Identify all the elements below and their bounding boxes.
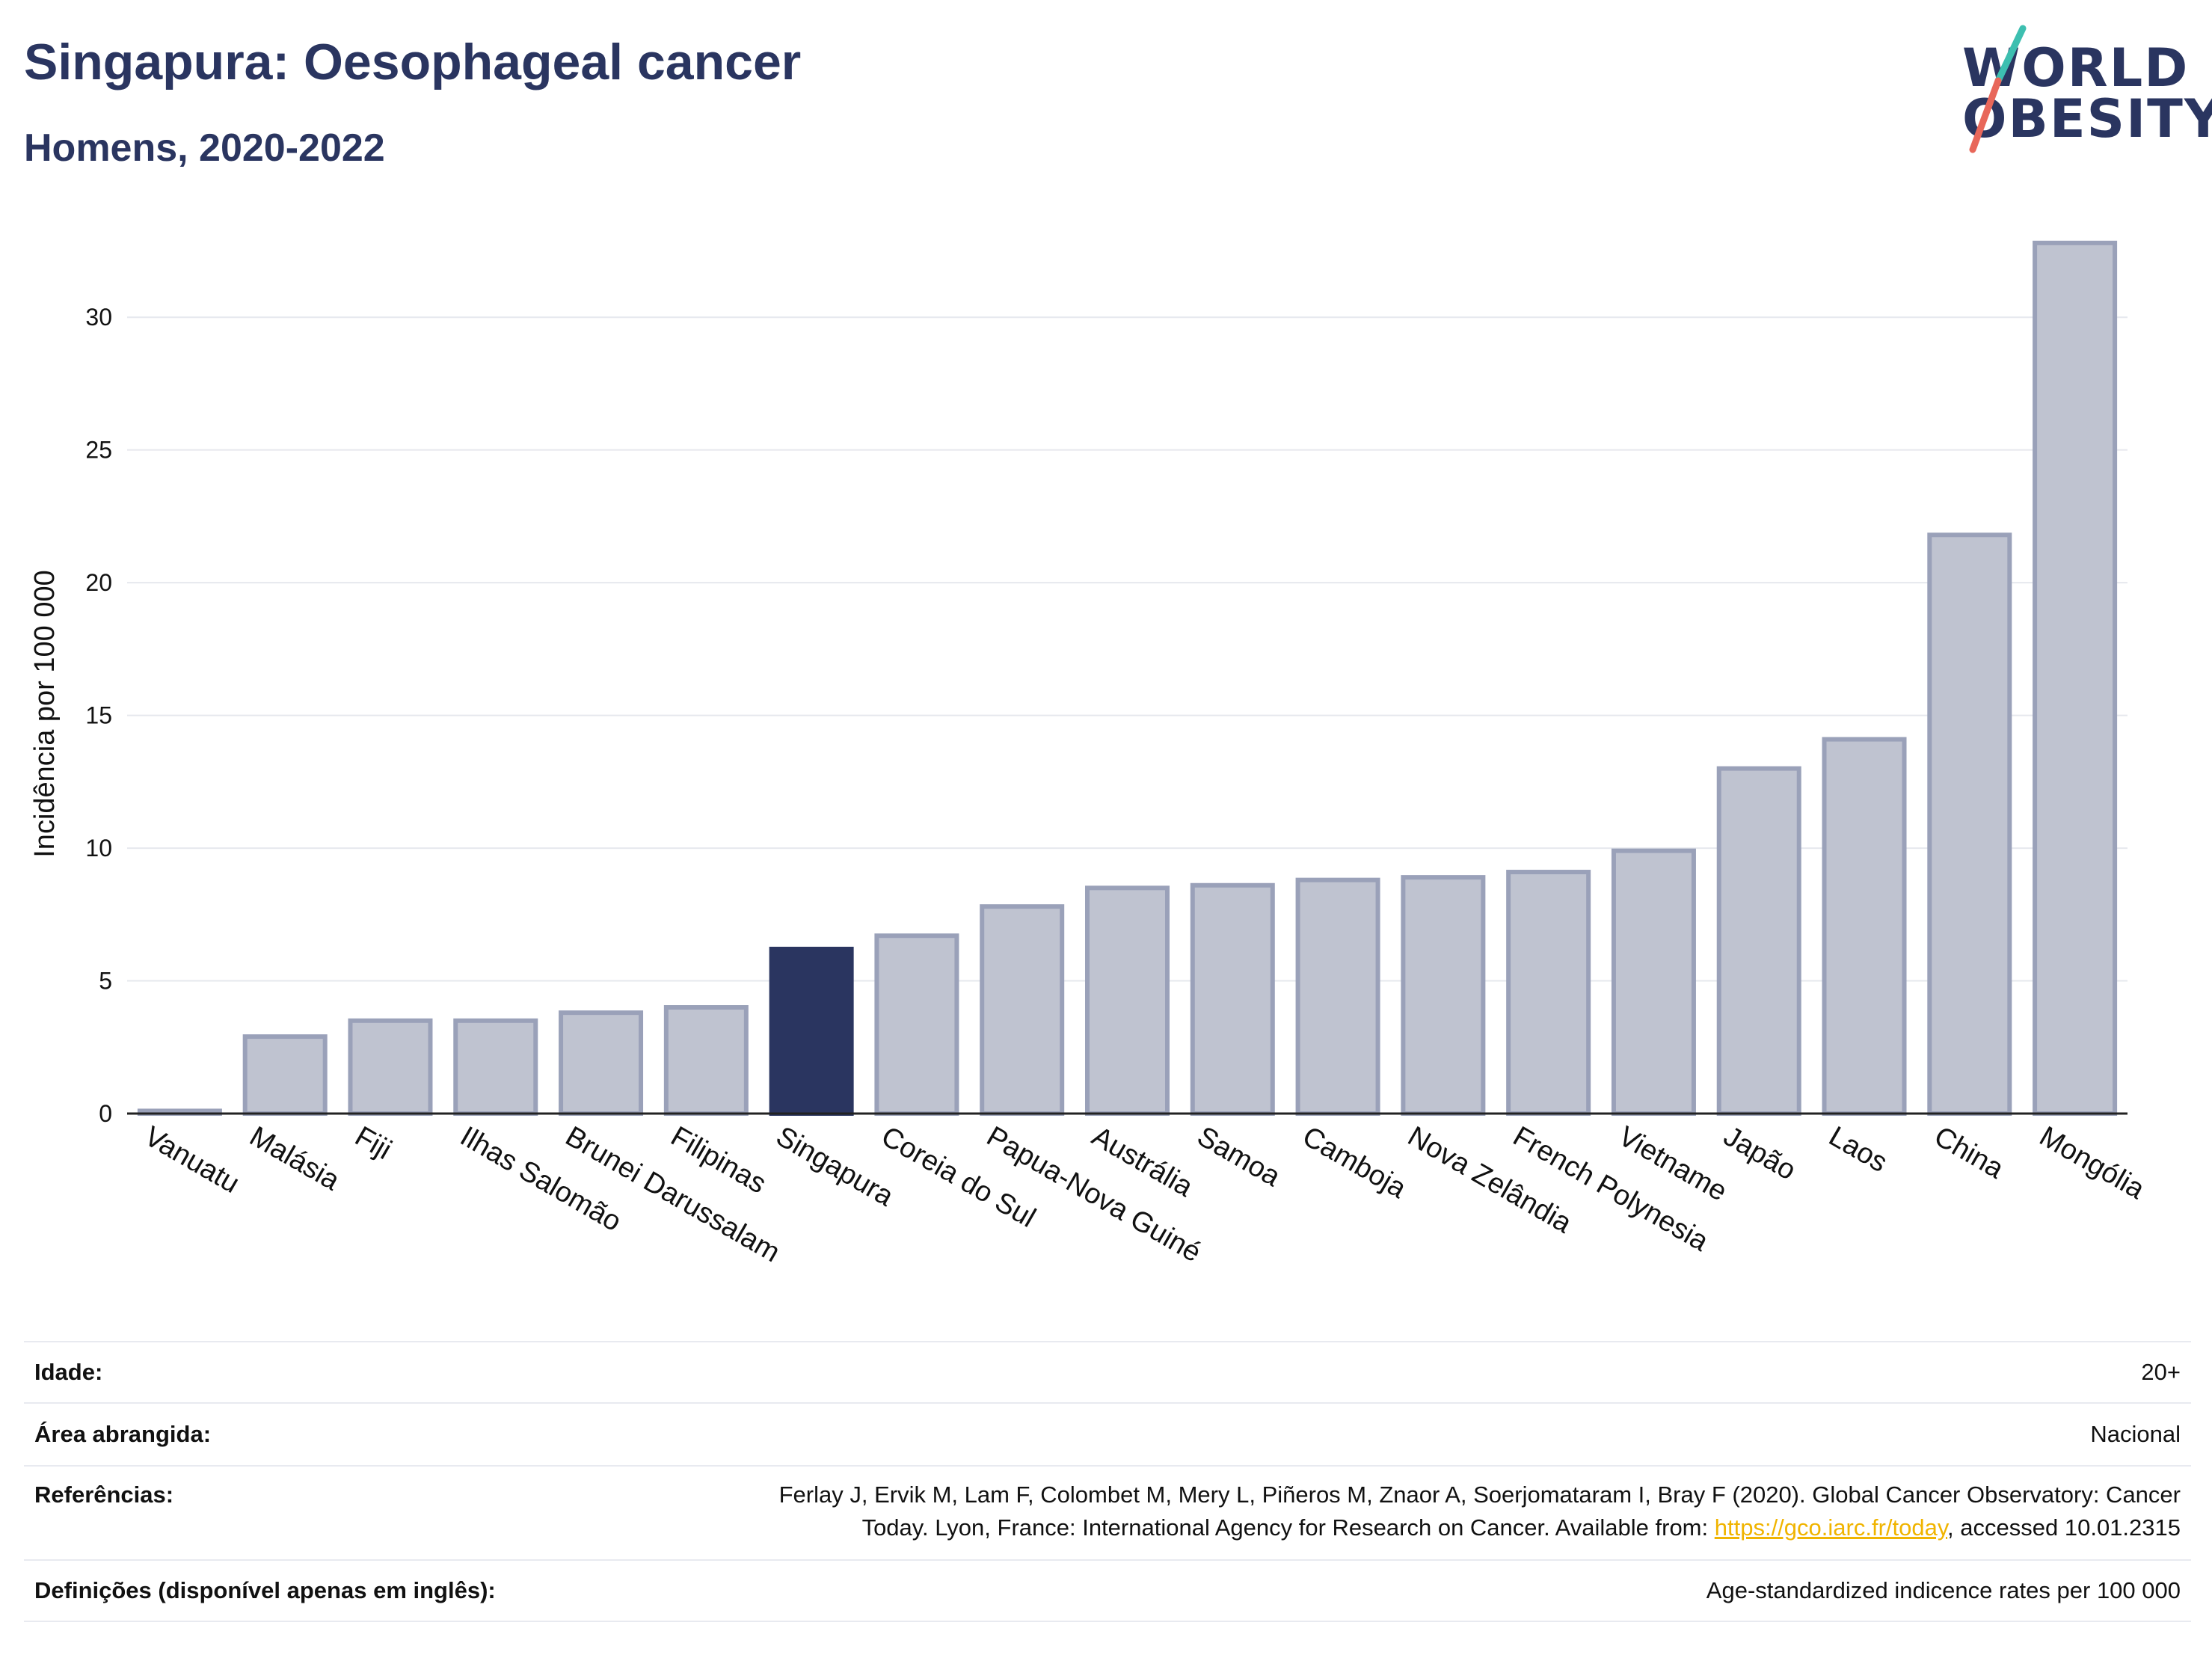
x-tick-label: Samoa xyxy=(1192,1120,1286,1193)
y-tick-label: 10 xyxy=(85,835,112,862)
references-link[interactable]: https://gco.iarc.fr/today xyxy=(1714,1514,1948,1541)
bar xyxy=(453,1018,538,1116)
x-tick-label: Singapura xyxy=(771,1120,900,1212)
chart-title: Singapura: Oesophageal cancer xyxy=(24,34,802,90)
x-tick-label: Fiji xyxy=(349,1120,396,1166)
area-value: Nacional xyxy=(2090,1421,2181,1447)
meta-row-definitions: Definições (disponível apenas em inglês)… xyxy=(24,1559,2191,1622)
logo-line-2: OBESITY xyxy=(1962,88,2212,150)
x-tick-label: Japão xyxy=(1718,1120,1801,1186)
meta-row-age: Idade: 20+ xyxy=(24,1341,2191,1402)
references-line-1: Ferlay J, Ervik M, Lam F, Colombet M, Me… xyxy=(778,1481,2181,1508)
x-tick-label: Mongólia xyxy=(2034,1120,2150,1206)
bar xyxy=(1611,848,1696,1117)
x-tick-label: Laos xyxy=(1824,1120,1893,1179)
bar xyxy=(2033,240,2118,1117)
age-label: Idade: xyxy=(34,1359,103,1385)
x-tick-label: Vanuatu xyxy=(139,1120,245,1200)
definitions-label: Definições (disponível apenas em inglês)… xyxy=(34,1577,496,1603)
bar xyxy=(1822,737,1907,1116)
age-value: 20+ xyxy=(2141,1359,2181,1385)
references-line-2-suffix: , accessed 10.01.2315 xyxy=(1947,1514,2181,1541)
bar xyxy=(1716,766,1801,1116)
bar xyxy=(980,904,1065,1116)
bar xyxy=(559,1010,644,1117)
references-label: Referências: xyxy=(34,1481,174,1508)
chart-subtitle: Homens, 2020-2022 xyxy=(24,126,385,170)
bar xyxy=(1085,885,1170,1116)
definitions-value: Age-standardized indicence rates per 100… xyxy=(1706,1577,2181,1603)
metadata-table: Idade: 20+ Área abrangida: Nacional Refe… xyxy=(24,1341,2191,1622)
y-tick-label: 30 xyxy=(85,304,112,331)
logo-line-1: WORLD xyxy=(1962,37,2190,99)
bar xyxy=(1506,870,1591,1116)
x-tick-label: Camboja xyxy=(1297,1120,1412,1205)
bar xyxy=(348,1018,433,1116)
y-tick-label: 0 xyxy=(99,1100,112,1127)
meta-row-references: Referências: Ferlay J, Ervik M, Lam F, C… xyxy=(24,1465,2191,1559)
bar xyxy=(1295,877,1380,1116)
y-axis-label: Incidência por 100 000 xyxy=(29,570,61,858)
bar xyxy=(1190,882,1275,1116)
area-label: Área abrangida: xyxy=(34,1421,212,1447)
x-tick-label: Malásia xyxy=(245,1120,345,1197)
bar-chart: 0 5 10 15 20 25 30 Incidência por 100 000 Vanuat… xyxy=(29,240,2150,1268)
meta-row-area: Área abrangida: Nacional xyxy=(24,1402,2191,1465)
bar xyxy=(663,1005,749,1117)
bar xyxy=(1927,532,2012,1116)
x-tick-label: China xyxy=(1929,1120,2009,1185)
references-line-2-prefix: Today. Lyon, France: International Agenc… xyxy=(861,1514,1715,1541)
y-tick-label: 25 xyxy=(85,437,112,464)
x-tick-label: French Polynesia xyxy=(1508,1120,1714,1258)
world-obesity-logo: WORLD OBESITY xyxy=(1952,22,2212,157)
y-tick-label: 15 xyxy=(85,702,112,729)
logo-slash-icon xyxy=(1969,25,2027,153)
references-value: Ferlay J, Ervik M, Lam F, Colombet M, Me… xyxy=(779,1479,2191,1544)
y-tick-label: 5 xyxy=(99,968,112,995)
bar-highlight xyxy=(769,946,854,1117)
bar xyxy=(874,933,959,1117)
y-tick-label: 20 xyxy=(85,569,112,596)
bar xyxy=(1401,875,1486,1116)
bar xyxy=(242,1034,328,1117)
